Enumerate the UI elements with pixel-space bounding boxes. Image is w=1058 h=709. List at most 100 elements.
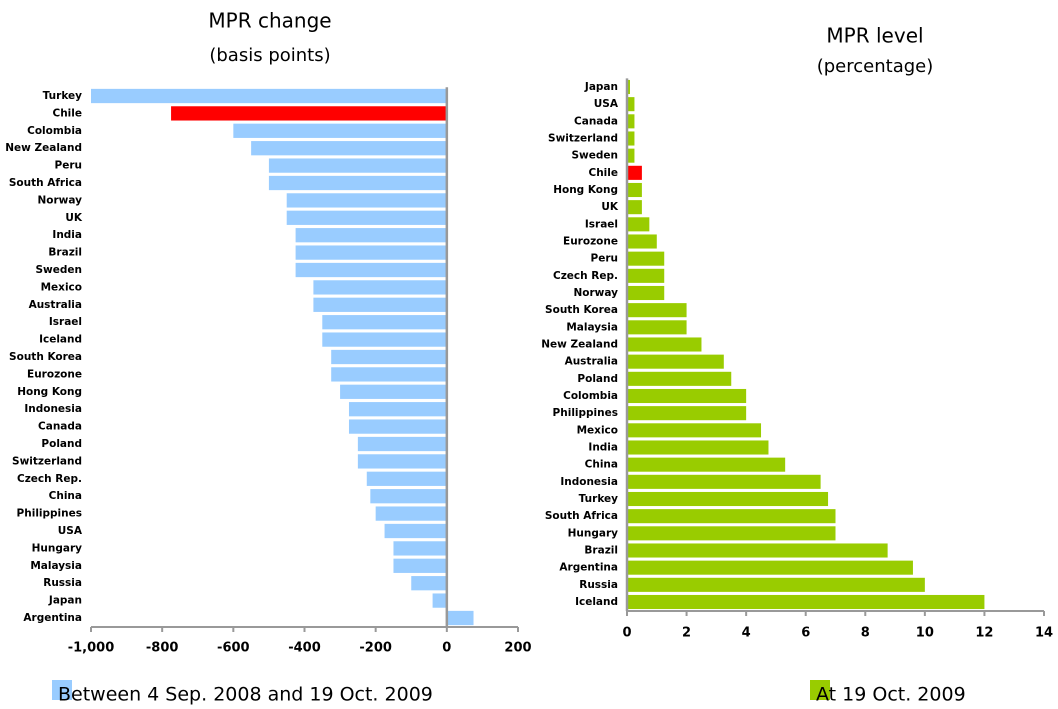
y-tick-label: Norway — [574, 287, 619, 299]
bar — [627, 285, 665, 301]
y-tick-label: Brazil — [48, 247, 82, 259]
bar — [627, 320, 687, 335]
y-tick-label: Russia — [43, 577, 82, 589]
y-tick-label: Australia — [565, 356, 618, 368]
y-tick-label: Iceland — [575, 596, 618, 608]
y-tick-label: Australia — [29, 299, 82, 311]
legend-swatch — [810, 680, 830, 700]
y-tick-label: China — [49, 490, 82, 502]
y-tick-label: Eurozone — [563, 236, 618, 248]
x-tick-label: 4 — [742, 626, 751, 641]
x-tick-label: -600 — [217, 641, 250, 656]
bar — [411, 576, 447, 591]
y-tick-label: India — [52, 229, 82, 241]
y-tick-label: Sweden — [572, 150, 619, 162]
y-tick-label: Indonesia — [560, 476, 618, 488]
bar — [627, 560, 913, 575]
x-tick-label: 14 — [1035, 626, 1053, 641]
y-tick-label: Japan — [48, 595, 82, 607]
y-tick-label: Brazil — [584, 545, 618, 557]
y-tick-label: Argentina — [23, 612, 82, 624]
y-tick-label: USA — [58, 525, 83, 537]
bar — [322, 332, 447, 347]
x-tick-label: -1,000 — [68, 641, 115, 656]
y-tick-label: Turkey — [43, 90, 82, 102]
bar — [627, 423, 762, 438]
y-tick-label: Canada — [38, 421, 82, 433]
bar — [393, 558, 447, 573]
chart-title: MPR change — [208, 9, 331, 33]
bar — [627, 509, 836, 524]
y-tick-label: Eurozone — [27, 368, 82, 380]
bar — [627, 251, 665, 266]
bar — [627, 131, 635, 146]
chart-subtitle: (basis points) — [209, 45, 330, 66]
y-tick-label: Czech Rep. — [553, 270, 618, 282]
y-tick-label: Iceland — [39, 334, 82, 346]
bar — [268, 175, 447, 191]
bar — [171, 106, 447, 121]
y-tick-label: Switzerland — [12, 455, 82, 467]
bar — [627, 474, 821, 489]
y-tick-label: Switzerland — [548, 133, 618, 145]
bar — [627, 182, 642, 198]
x-tick-label: -400 — [288, 641, 321, 656]
bar — [627, 491, 829, 507]
bar — [357, 454, 447, 469]
bar — [348, 402, 447, 417]
y-tick-label: Czech Rep. — [17, 473, 82, 485]
bar — [627, 406, 747, 421]
y-tick-label: South Africa — [545, 510, 618, 522]
bar — [286, 193, 447, 208]
bar — [295, 245, 447, 260]
bar — [627, 268, 665, 283]
x-tick-label: 0 — [442, 641, 451, 656]
x-tick-label: 12 — [975, 626, 993, 641]
bar — [340, 384, 447, 399]
bar — [627, 234, 657, 249]
y-tick-label: Hong Kong — [553, 184, 618, 196]
bar — [268, 158, 447, 173]
bar — [627, 440, 769, 455]
x-tick-label: -800 — [146, 641, 179, 656]
y-tick-label: Mexico — [41, 281, 82, 293]
y-tick-label: Chile — [588, 167, 618, 179]
y-tick-label: Colombia — [27, 125, 82, 137]
chart-subtitle: (percentage) — [817, 56, 934, 77]
bar — [295, 228, 447, 243]
bar — [233, 123, 447, 138]
bar — [384, 523, 447, 539]
bar — [627, 165, 642, 180]
bar — [370, 489, 447, 504]
bar — [627, 79, 630, 95]
y-tick-label: New Zealand — [5, 142, 82, 154]
y-tick-label: South Korea — [9, 351, 82, 363]
legend-swatch — [52, 680, 72, 700]
y-tick-label: Poland — [577, 373, 618, 385]
y-tick-label: Chile — [52, 107, 82, 119]
bar — [251, 141, 447, 156]
y-tick-label: Philippines — [553, 407, 618, 419]
bar — [91, 88, 447, 104]
y-tick-label: Poland — [41, 438, 82, 450]
bar — [366, 471, 447, 486]
y-tick-label: UK — [65, 212, 83, 224]
y-tick-label: Argentina — [559, 562, 618, 574]
bar — [627, 200, 642, 215]
y-tick-label: Hungary — [568, 527, 619, 539]
x-tick-label: 8 — [861, 626, 870, 641]
y-tick-label: Peru — [591, 253, 618, 265]
bar — [627, 217, 650, 232]
y-tick-label: Japan — [584, 81, 618, 93]
y-tick-label: South Korea — [545, 304, 618, 316]
bar — [432, 593, 447, 608]
y-tick-label: Turkey — [579, 493, 618, 505]
bar — [627, 354, 724, 369]
y-tick-label: Israel — [585, 218, 618, 230]
bar — [627, 148, 635, 163]
x-tick-label: 0 — [622, 626, 631, 641]
x-tick-label: 6 — [801, 626, 810, 641]
bar — [627, 388, 747, 404]
y-tick-label: Philippines — [17, 508, 82, 520]
